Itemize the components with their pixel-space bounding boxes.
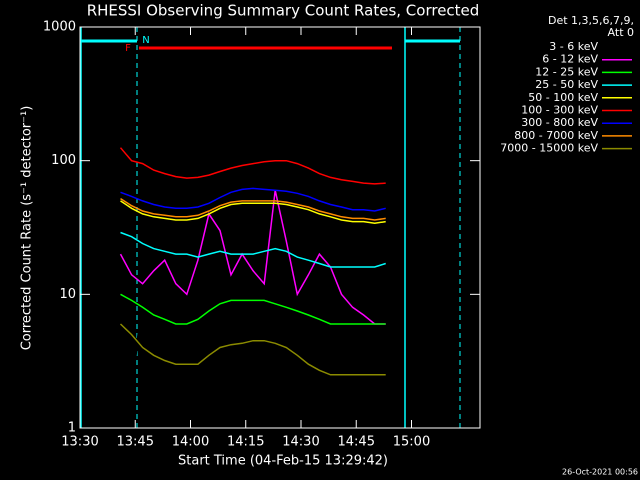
series-line [119, 190, 386, 325]
legend-label: 3 - 6 keV [549, 40, 598, 53]
legend-label: 25 - 50 keV [535, 78, 598, 91]
night-flag: N [142, 35, 149, 46]
series-line [119, 147, 386, 185]
x-tick-label: 13:45 [117, 435, 154, 450]
series-line [120, 187, 386, 212]
x-tick-label: 13:30 [61, 435, 98, 450]
legend-label: 12 - 25 keV [535, 65, 598, 78]
x-tick-label: 14:15 [227, 435, 264, 450]
series-line [119, 323, 386, 376]
x-tick-label: 14:00 [172, 435, 209, 450]
x-axis-label: Start Time (04-Feb-15 13:29:42) [178, 454, 388, 469]
series-line [120, 293, 386, 325]
legend-label: 6 - 12 keV [542, 53, 598, 66]
orbit-markers [80, 27, 461, 428]
x-tick-label: 14:45 [338, 435, 375, 450]
x-tick-label: 14:30 [282, 435, 319, 450]
y-tick-label: 100 [51, 153, 76, 168]
series-line [120, 197, 386, 221]
plot-frame [79, 26, 481, 429]
legend-label: 800 - 7000 keV [514, 129, 598, 142]
y-tick-label: 1000 [43, 20, 76, 35]
chart-title: RHESSI Observing Summary Count Rates, Co… [87, 2, 480, 20]
footer-date: 26-Oct-2021 00:56 [562, 468, 638, 477]
y-tick-label: 10 [59, 287, 76, 302]
legend-title: Det 1,3,5,6,7,9, [548, 14, 634, 27]
y-tick-label: 1 [68, 421, 76, 436]
series-line [120, 200, 386, 225]
series-line [120, 231, 386, 268]
series-line [119, 195, 386, 407]
flare-flag: F [125, 43, 131, 54]
y-axis-label: Corrected Count Rate (s⁻¹ detector⁻¹) [20, 106, 35, 351]
legend-label: 100 - 300 keV [521, 104, 598, 117]
legend-label: 7000 - 15000 keV [500, 142, 598, 155]
x-tick-label: 15:00 [393, 435, 430, 450]
legend-label: 50 - 100 keV [528, 91, 598, 104]
legend-title: Att 0 [608, 26, 634, 39]
legend-label: 300 - 800 keV [521, 116, 598, 129]
